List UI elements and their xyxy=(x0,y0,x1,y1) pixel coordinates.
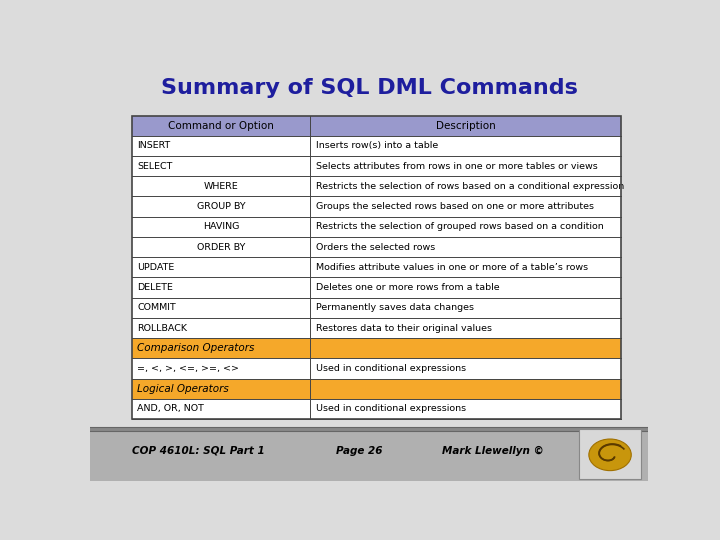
Bar xyxy=(90,427,648,431)
Text: Deletes one or more rows from a table: Deletes one or more rows from a table xyxy=(316,283,500,292)
Text: Groups the selected rows based on one or more attributes: Groups the selected rows based on one or… xyxy=(316,202,594,211)
Text: Command or Option: Command or Option xyxy=(168,120,274,131)
Bar xyxy=(132,379,621,399)
Bar xyxy=(132,338,621,359)
Bar xyxy=(132,217,621,237)
Text: DELETE: DELETE xyxy=(138,283,174,292)
Text: =, <, >, <=, >=, <>: =, <, >, <=, >=, <> xyxy=(138,364,240,373)
Circle shape xyxy=(589,439,631,471)
Bar xyxy=(132,176,621,197)
Text: UPDATE: UPDATE xyxy=(138,263,175,272)
Text: Logical Operators: Logical Operators xyxy=(138,384,229,394)
Text: Used in conditional expressions: Used in conditional expressions xyxy=(316,364,466,373)
Text: ROLLBACK: ROLLBACK xyxy=(138,323,187,333)
Text: Comparison Operators: Comparison Operators xyxy=(138,343,255,353)
Bar xyxy=(132,116,621,419)
Text: Mark Llewellyn ©: Mark Llewellyn © xyxy=(441,446,544,456)
Text: Used in conditional expressions: Used in conditional expressions xyxy=(316,404,466,414)
Bar xyxy=(132,298,621,318)
Text: HAVING: HAVING xyxy=(203,222,239,231)
Bar xyxy=(132,399,621,419)
Bar xyxy=(90,431,648,481)
Text: COMMIT: COMMIT xyxy=(138,303,176,312)
Text: Inserts row(s) into a table: Inserts row(s) into a table xyxy=(316,141,438,150)
Text: Description: Description xyxy=(436,120,495,131)
Bar xyxy=(580,429,641,478)
Bar xyxy=(132,116,621,419)
Bar xyxy=(132,197,621,217)
Text: Restricts the selection of rows based on a conditional expression: Restricts the selection of rows based on… xyxy=(316,182,624,191)
Bar xyxy=(132,359,621,379)
Text: Restricts the selection of grouped rows based on a condition: Restricts the selection of grouped rows … xyxy=(316,222,604,231)
Text: Summary of SQL DML Commands: Summary of SQL DML Commands xyxy=(161,78,577,98)
Text: Orders the selected rows: Orders the selected rows xyxy=(316,242,436,252)
Bar xyxy=(132,257,621,278)
Text: WHERE: WHERE xyxy=(204,182,238,191)
Bar xyxy=(132,237,621,257)
Text: ORDER BY: ORDER BY xyxy=(197,242,246,252)
Text: SELECT: SELECT xyxy=(138,161,173,171)
Bar xyxy=(132,318,621,338)
Text: Restores data to their original values: Restores data to their original values xyxy=(316,323,492,333)
Text: Page 26: Page 26 xyxy=(336,446,382,456)
Text: AND, OR, NOT: AND, OR, NOT xyxy=(138,404,204,414)
Text: Selects attributes from rows in one or more tables or views: Selects attributes from rows in one or m… xyxy=(316,161,598,171)
Bar xyxy=(132,116,621,136)
Bar xyxy=(132,156,621,176)
Bar xyxy=(132,136,621,156)
Text: Modifies attribute values in one or more of a table’s rows: Modifies attribute values in one or more… xyxy=(316,263,588,272)
Text: COP 4610L: SQL Part 1: COP 4610L: SQL Part 1 xyxy=(132,446,265,456)
Text: Permanently saves data changes: Permanently saves data changes xyxy=(316,303,474,312)
Bar xyxy=(132,278,621,298)
Text: INSERT: INSERT xyxy=(138,141,171,150)
Text: GROUP BY: GROUP BY xyxy=(197,202,246,211)
